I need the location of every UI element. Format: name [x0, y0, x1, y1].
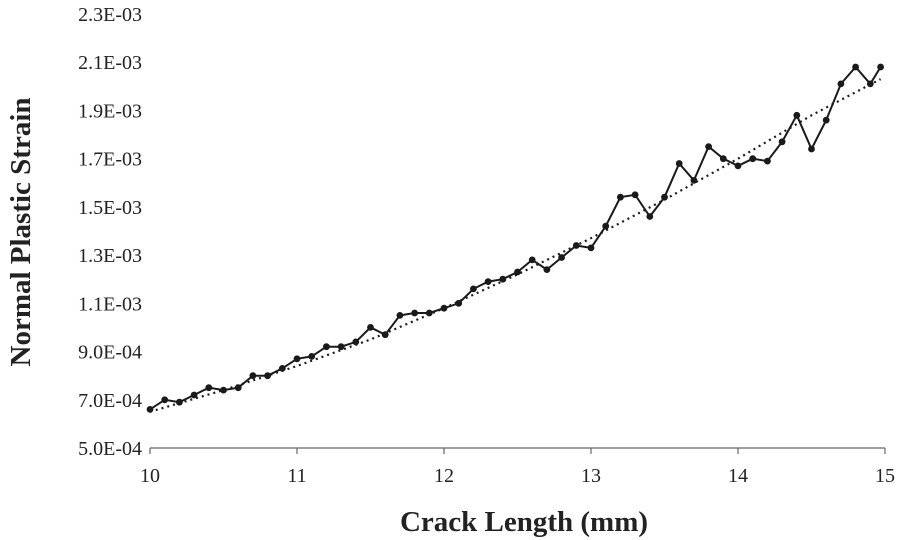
y-tick-label: 1.7E-03 — [78, 149, 142, 171]
y-tick-label: 1.5E-03 — [78, 197, 142, 219]
data-point — [146, 406, 154, 413]
y-tick-label: 2.1E-03 — [78, 52, 142, 74]
x-tick-label: 14 — [728, 465, 748, 487]
data-point — [675, 160, 683, 167]
data-point — [484, 278, 492, 285]
x-axis-ticks: 10 11 12 13 14 15 — [140, 448, 895, 487]
data-point — [558, 254, 565, 261]
data-point — [381, 331, 389, 339]
data-point — [734, 162, 742, 170]
data-point — [572, 242, 580, 249]
y-tick-label: 7.0E-04 — [78, 390, 142, 412]
data-point — [352, 338, 360, 346]
data-point — [499, 275, 507, 283]
data-point — [470, 285, 477, 293]
y-tick-label: 1.3E-03 — [78, 245, 142, 267]
data-point — [161, 396, 169, 404]
data-point — [425, 309, 433, 317]
data-point — [778, 138, 786, 146]
y-tick-label: 9.0E-04 — [78, 342, 142, 364]
y-axis-ticks: 5.0E-04 7.0E-04 9.0E-04 1.1E-03 1.3E-03 1.5E-… — [78, 4, 142, 460]
data-point — [602, 222, 610, 230]
x-tick-label: 15 — [875, 465, 895, 487]
data-point — [293, 355, 301, 363]
data-point — [793, 111, 801, 119]
y-tick-label: 1.9E-03 — [78, 100, 142, 122]
data-point — [205, 384, 213, 392]
data-point — [337, 343, 345, 351]
data-point — [323, 343, 330, 351]
data-point — [822, 116, 830, 124]
data-point — [690, 177, 698, 184]
y-axis-title: Normal Plastic Strain — [5, 97, 37, 366]
data-point — [278, 365, 286, 372]
data-point — [866, 80, 874, 88]
data-point — [852, 63, 859, 71]
data-point — [308, 353, 316, 360]
data-point — [764, 157, 771, 165]
x-axis-title: Crack Length (mm) — [400, 506, 648, 538]
data-point — [705, 143, 712, 151]
data-point — [234, 384, 242, 392]
data-point — [411, 309, 418, 317]
x-tick-label: 10 — [140, 465, 160, 487]
y-tick-label: 5.0E-04 — [78, 438, 142, 460]
data-point — [631, 191, 639, 199]
data-point — [176, 398, 183, 406]
data-point — [514, 268, 521, 276]
y-tick-label: 2.3E-03 — [78, 4, 142, 26]
x-tick-label: 11 — [287, 465, 306, 487]
data-point — [396, 312, 404, 319]
y-tick-label: 1.1E-03 — [78, 293, 142, 315]
trendline — [149, 78, 882, 413]
data-point — [528, 256, 536, 264]
data-point — [190, 391, 198, 399]
data-point — [440, 304, 448, 312]
data-point — [877, 63, 884, 71]
data-markers — [146, 63, 884, 413]
data-point — [367, 324, 374, 331]
data-point — [749, 155, 757, 163]
x-tick-label: 13 — [581, 465, 601, 487]
data-point — [543, 266, 551, 273]
data-point — [837, 80, 845, 88]
series-line — [149, 65, 882, 411]
data-point — [249, 372, 257, 380]
data-point — [220, 386, 227, 394]
data-point — [808, 145, 815, 153]
data-point — [719, 155, 727, 163]
data-point — [264, 372, 271, 380]
data-point — [617, 193, 624, 201]
data-point — [646, 213, 654, 220]
data-point — [661, 193, 668, 201]
data-point — [455, 299, 463, 307]
x-tick-label: 12 — [434, 465, 454, 487]
data-point — [587, 244, 595, 252]
